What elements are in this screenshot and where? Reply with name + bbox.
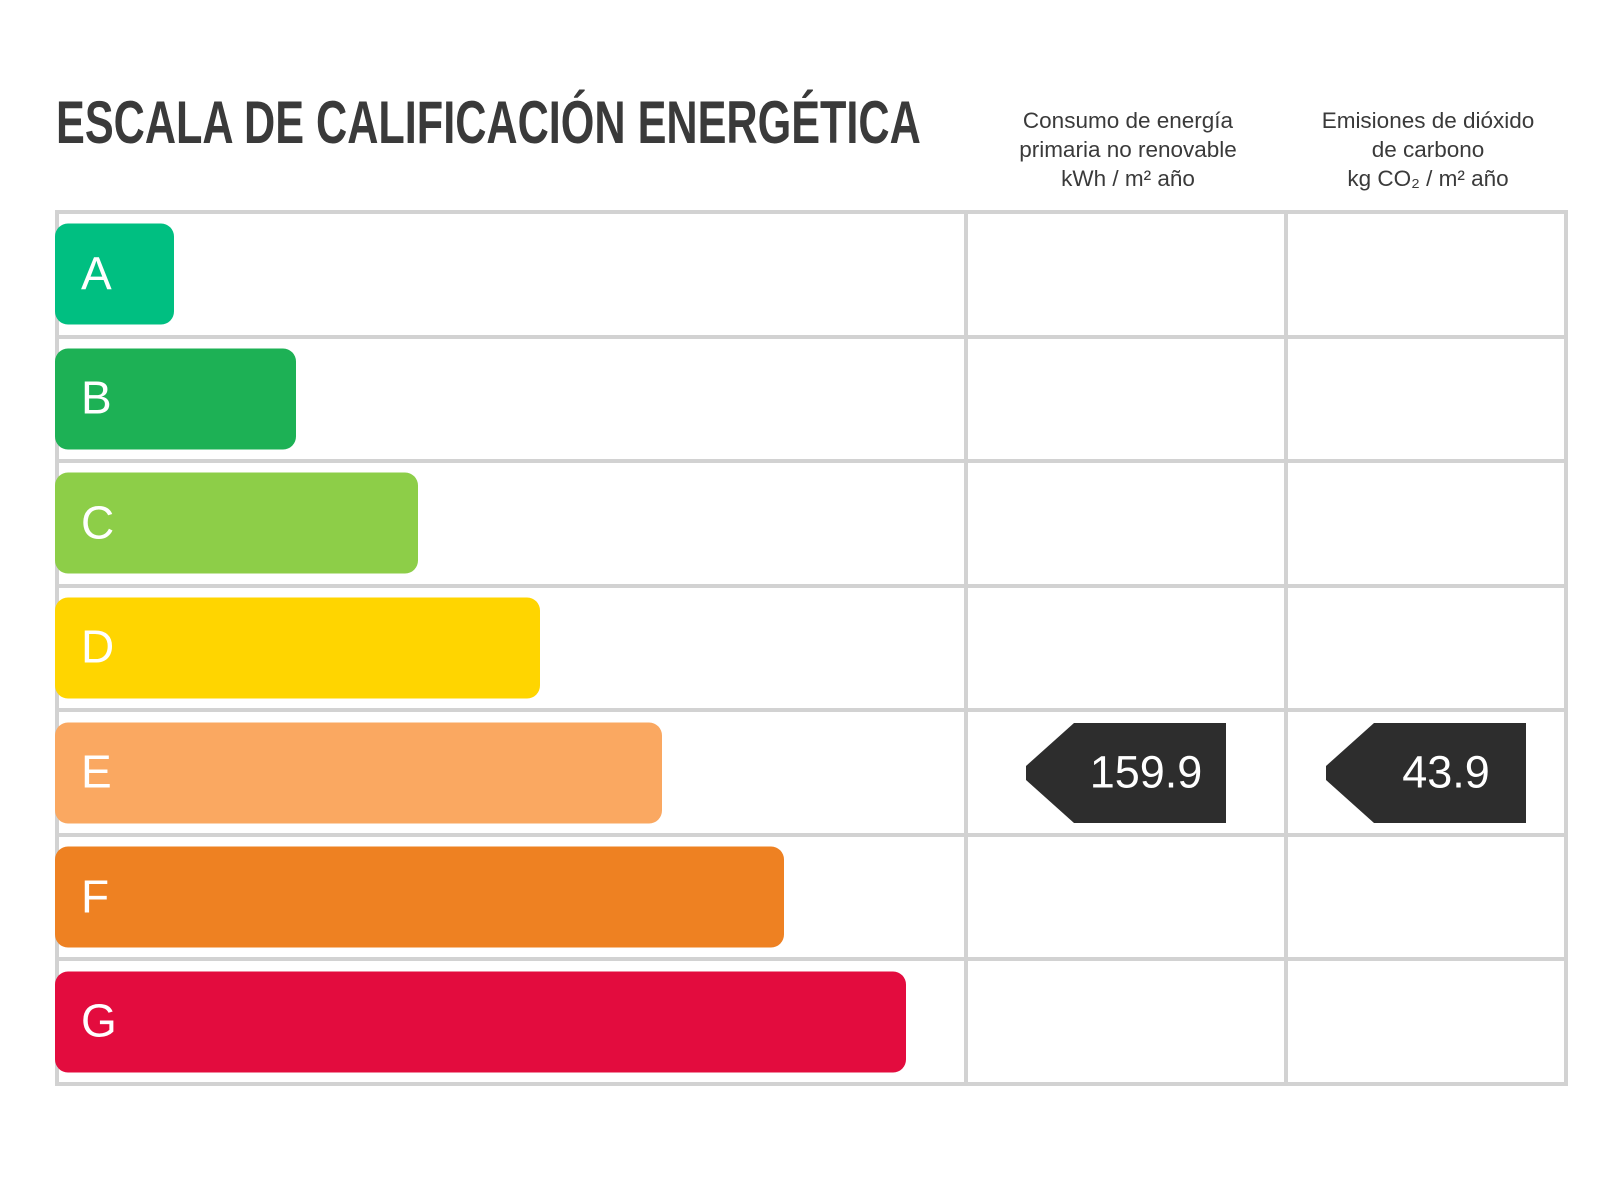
table-cell-b-col1 [968, 338, 1284, 460]
table-cell-b-col2 [1288, 338, 1564, 460]
header-line-1: Emisiones de dióxido [1321, 108, 1535, 133]
table-cell-a-col0: A [55, 214, 964, 335]
header-line-2: primaria no renovable [1019, 137, 1237, 162]
rating-bar-d: D [55, 597, 540, 699]
table-cell-a-col1 [968, 214, 1284, 335]
emisiones-value: 43.9 [1402, 746, 1490, 798]
table-cell-g-col2 [1288, 961, 1564, 1082]
table-cell-e-col0: E [55, 712, 964, 833]
rating-bar-g: G [55, 971, 906, 1073]
rating-bar-a: A [55, 223, 174, 325]
header-line-2: de carbono [1371, 137, 1485, 162]
table-cell-d-col2 [1288, 587, 1564, 709]
table-cell-d-col0: D [55, 587, 964, 709]
header-line-3: kWh / m² año [1061, 166, 1195, 191]
header-line-3: kg CO₂ / m² año [1347, 166, 1509, 191]
rating-bar-f: F [55, 846, 784, 948]
table-cell-e-col1: 159.9 [968, 712, 1284, 833]
table-cell-f-col1 [968, 836, 1284, 958]
rating-letter-d: D [81, 621, 115, 674]
table-cell-f-col2 [1288, 836, 1564, 958]
rating-bar-c: C [55, 472, 418, 574]
rating-letter-a: A [81, 247, 112, 300]
rating-bar-e: E [55, 722, 662, 824]
rating-letter-e: E [81, 745, 112, 798]
page-title: ESCALA DE CALIFICACIÓN ENERGÉTICA [56, 89, 921, 156]
header-line-1: Consumo de energía [1022, 108, 1234, 133]
rating-letter-b: B [81, 371, 112, 424]
rating-letter-g: G [81, 994, 117, 1047]
emisiones-value-tag: 43.9 [1326, 722, 1526, 823]
table-cell-d-col1 [968, 587, 1284, 709]
table-cell-f-col0: F [55, 836, 964, 958]
rating-bar-b: B [55, 348, 296, 450]
rating-letter-c: C [81, 496, 115, 549]
arrow-left-icon [1326, 722, 1526, 823]
table-cell-c-col0: C [55, 463, 964, 584]
consumo-value: 159.9 [1089, 746, 1203, 798]
rating-letter-f: F [81, 870, 110, 923]
table-cell-g-col1 [968, 961, 1284, 1082]
table-cell-c-col2 [1288, 463, 1564, 584]
table-cell-e-col2: 43.9 [1288, 712, 1564, 833]
consumo-value-tag: 159.9 [1026, 722, 1226, 823]
arrow-left-icon [1026, 722, 1226, 823]
rating-scale-table: A B C D E 159.9 43.9 F G [55, 210, 1568, 1086]
column-header-emisiones: Emisiones de dióxido de carbono kg CO₂ /… [1288, 106, 1568, 193]
table-cell-b-col0: B [55, 338, 964, 460]
table-cell-a-col2 [1288, 214, 1564, 335]
table-cell-c-col1 [968, 463, 1284, 584]
table-cell-g-col0: G [55, 961, 964, 1082]
column-header-consumo: Consumo de energía primaria no renovable… [968, 106, 1288, 193]
